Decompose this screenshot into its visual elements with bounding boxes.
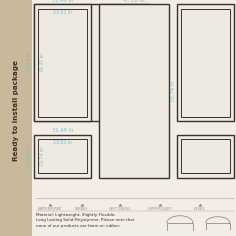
Text: Material: Lightweight, Slightly Flexible,
Long Lasting Solid Polystyrene. Please: Material: Lightweight, Slightly Flexible… [36,213,134,228]
Text: 39.37 in: 39.37 in [40,53,45,72]
Text: 31.49 in: 31.49 in [52,128,73,133]
Text: 47.28 in: 47.28 in [123,0,145,3]
Bar [181,8,230,117]
Text: EASY TO INSTALL: EASY TO INSTALL [109,207,131,211]
Text: WATER RESISTANT: WATER RESISTANT [38,207,62,211]
Bar [181,139,230,173]
Text: PAINTABLE: PAINTABLE [75,207,89,211]
Text: 23.62 in: 23.62 in [53,9,72,14]
Text: Ready to install package: Ready to install package [13,60,19,161]
Text: 31.49 in: 31.49 in [52,0,73,3]
Bar [177,135,234,177]
Text: 47.28 in: 47.28 in [27,52,32,73]
Bar [32,197,236,236]
Text: 23.62 in: 23.62 in [53,140,72,145]
Bar [0,0,32,236]
Bar [34,4,92,121]
Bar [34,4,149,121]
Bar [177,4,234,121]
Bar [99,4,169,177]
Text: 23.62 in: 23.62 in [27,145,32,167]
Bar [38,139,87,173]
Text: 70.74 in: 70.74 in [171,80,176,101]
Text: FLEXIBLE: FLEXIBLE [194,207,206,211]
Text: 15.74 in: 15.74 in [40,147,45,165]
Bar [34,135,92,177]
Text: SUPERIOR QUALITY: SUPERIOR QUALITY [148,207,172,211]
Bar [38,8,87,117]
